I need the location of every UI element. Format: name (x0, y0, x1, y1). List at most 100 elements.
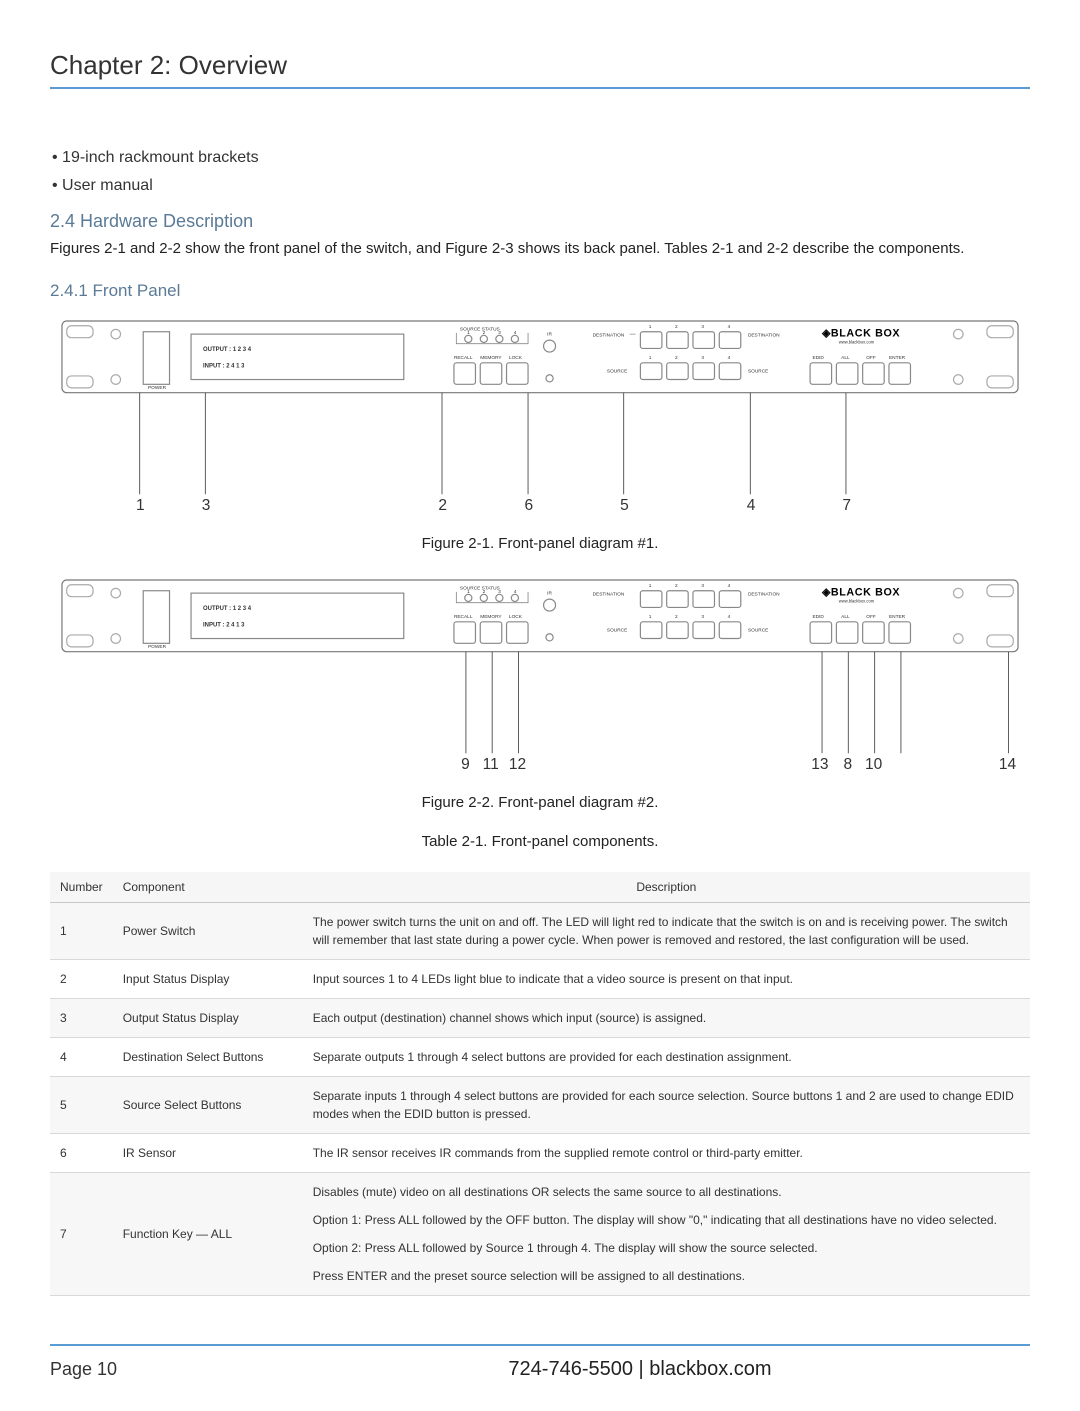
svg-text:LOCK: LOCK (509, 614, 523, 620)
figure-2-2: POWER OUTPUT : 1 2 3 4 INPUT : 2 4 1 3 S… (50, 574, 1030, 776)
source-status-label: SOURCE STATUS (460, 326, 500, 332)
figure-2-1: POWER OUTPUT : 1 2 3 4 INPUT : 2 4 1 3 S… (50, 315, 1030, 517)
svg-text:1: 1 (649, 583, 652, 589)
table-row: 7 Function Key — ALL Disables (mute) vid… (50, 1172, 1030, 1295)
svg-text:RECALL: RECALL (454, 614, 473, 620)
svg-text:DESTINATION: DESTINATION (593, 591, 625, 597)
svg-text:4: 4 (728, 324, 731, 330)
svg-text:1: 1 (649, 324, 652, 330)
svg-text:3: 3 (498, 330, 501, 336)
svg-text:DESTINATION: DESTINATION (748, 591, 780, 597)
callout-2: 2 (438, 496, 447, 511)
input-line: INPUT : 2 4 1 3 (203, 363, 245, 369)
svg-text:2: 2 (675, 583, 678, 589)
svg-text:LOCK: LOCK (509, 355, 523, 361)
section-body: Figures 2-1 and 2-2 show the front panel… (50, 238, 1030, 261)
svg-text:2: 2 (483, 589, 486, 595)
callout-6: 6 (524, 496, 533, 511)
callout-1: 1 (136, 496, 145, 511)
figure-2-1-caption: Figure 2-1. Front-panel diagram #1. (50, 535, 1030, 552)
callout-4: 4 (747, 496, 756, 511)
callout-12: 12 (509, 755, 526, 770)
callout-9: 9 (461, 755, 470, 770)
subsection-heading: 2.4.1 Front Panel (50, 281, 1030, 301)
svg-text:4: 4 (728, 355, 731, 361)
svg-text:1: 1 (467, 589, 470, 595)
svg-text:ALL: ALL (841, 355, 850, 361)
table-row: 4 Destination Select Buttons Separate ou… (50, 1037, 1030, 1076)
svg-text:ALL: ALL (841, 614, 850, 620)
svg-text:INPUT : 2 4 1 3: INPUT : 2 4 1 3 (203, 622, 245, 628)
output-line: OUTPUT : 1 2 3 4 (203, 346, 252, 352)
svg-text:POWER: POWER (148, 644, 167, 650)
svg-text:1: 1 (467, 330, 470, 336)
section-heading: 2.4 Hardware Description (50, 211, 1030, 232)
svg-text:2: 2 (675, 324, 678, 330)
svg-text:3: 3 (701, 355, 704, 361)
svg-text:ENTER: ENTER (889, 614, 906, 620)
svg-text:OFF: OFF (866, 355, 876, 361)
svg-text:MEMORY: MEMORY (480, 614, 502, 620)
callout-13: 13 (811, 755, 828, 770)
svg-text:www.blackbox.com: www.blackbox.com (839, 598, 875, 603)
destination-label: DESTINATION (593, 332, 625, 338)
footer-contact: 724-746-5500 | blackbox.com (250, 1358, 1030, 1381)
svg-text:SOURCE STATUS: SOURCE STATUS (460, 585, 500, 591)
page-footer: Page 10 724-746-5500 | blackbox.com (50, 1344, 1030, 1381)
bullet-item: User manual (52, 177, 1030, 195)
svg-text:1: 1 (649, 355, 652, 361)
table-header-description: Description (303, 872, 1030, 903)
svg-text:OUTPUT : 1 2 3 4: OUTPUT : 1 2 3 4 (203, 606, 252, 612)
svg-text:3: 3 (498, 589, 501, 595)
svg-text:2: 2 (675, 614, 678, 620)
ir-label: IR (547, 331, 552, 337)
svg-text:1: 1 (649, 614, 652, 620)
callout-11: 11 (483, 755, 499, 770)
callout-5: 5 (620, 496, 629, 511)
page-number: Page 10 (50, 1359, 250, 1380)
svg-text:DESTINATION: DESTINATION (748, 332, 780, 338)
figure-2-2-caption: Figure 2-2. Front-panel diagram #2. (50, 794, 1030, 811)
callout-14: 14 (999, 755, 1017, 770)
bullet-item: 19-inch rackmount brackets (52, 149, 1030, 167)
svg-text:IR: IR (547, 590, 552, 596)
components-table: Number Component Description 1 Power Swi… (50, 872, 1030, 1296)
svg-text:4: 4 (514, 589, 517, 595)
callout-10: 10 (865, 755, 883, 770)
svg-text:4: 4 (728, 614, 731, 620)
table-row: 3 Output Status Display Each output (des… (50, 998, 1030, 1037)
svg-text:OFF: OFF (866, 614, 876, 620)
brand-url: www.blackbox.com (839, 339, 875, 344)
svg-text:3: 3 (701, 324, 704, 330)
source-label: SOURCE (607, 368, 627, 374)
svg-text:SOURCE: SOURCE (748, 368, 768, 374)
bullet-list: 19-inch rackmount brackets User manual (50, 149, 1030, 195)
svg-text:MEMORY: MEMORY (480, 355, 502, 361)
svg-text:◈BLACK BOX: ◈BLACK BOX (821, 586, 900, 598)
chapter-title: Chapter 2: Overview (50, 50, 1030, 89)
svg-text:EDID: EDID (812, 614, 824, 620)
table-2-1-caption: Table 2-1. Front-panel components. (50, 833, 1030, 850)
svg-text:4: 4 (728, 583, 731, 589)
power-label: POWER (148, 385, 167, 391)
svg-text:ENTER: ENTER (889, 355, 906, 361)
table-row: 1 Power Switch The power switch turns th… (50, 902, 1030, 959)
table-row: 5 Source Select Buttons Separate inputs … (50, 1076, 1030, 1133)
svg-text:2: 2 (483, 330, 486, 336)
table-header-number: Number (50, 872, 113, 903)
svg-text:3: 3 (701, 614, 704, 620)
svg-text:2: 2 (675, 355, 678, 361)
svg-text:EDID: EDID (812, 355, 824, 361)
table-row: 6 IR Sensor The IR sensor receives IR co… (50, 1133, 1030, 1172)
svg-text:RECALL: RECALL (454, 355, 473, 361)
table-row: 2 Input Status Display Input sources 1 t… (50, 959, 1030, 998)
callout-7: 7 (842, 496, 851, 511)
svg-text:SOURCE: SOURCE (607, 627, 627, 633)
callout-3: 3 (202, 496, 211, 511)
svg-text:3: 3 (701, 583, 704, 589)
brand-logo: ◈BLACK BOX (821, 327, 900, 339)
table-header-component: Component (113, 872, 303, 903)
svg-text:4: 4 (514, 330, 517, 336)
svg-text:SOURCE: SOURCE (748, 627, 768, 633)
callout-8: 8 (844, 755, 853, 770)
